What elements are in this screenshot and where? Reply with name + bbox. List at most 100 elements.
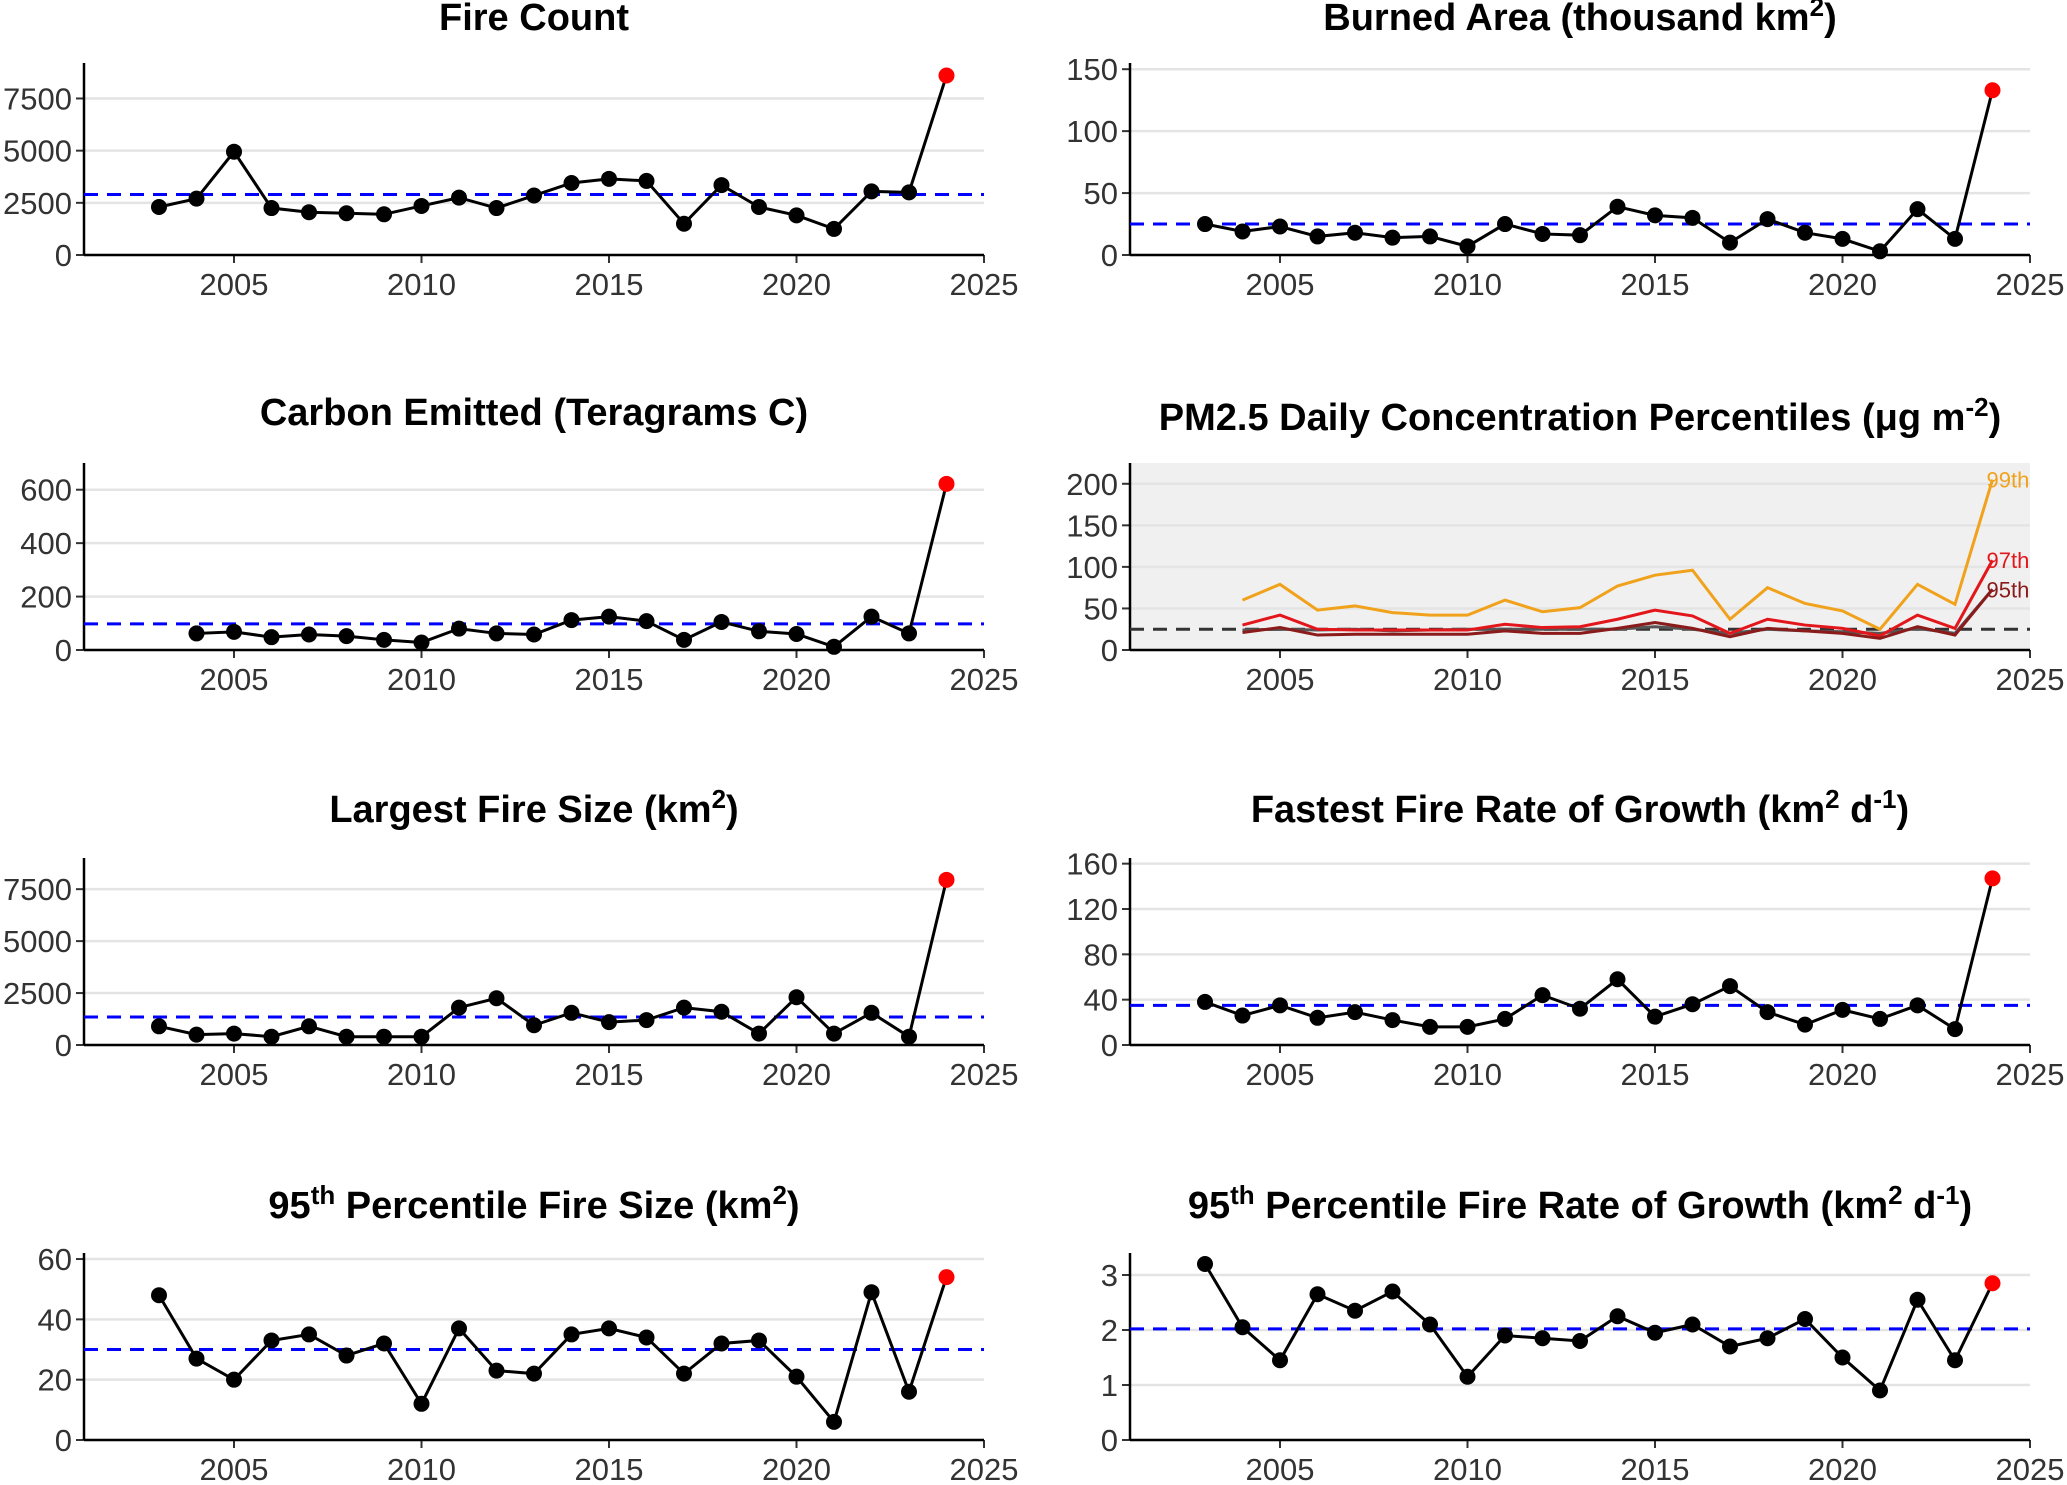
x-tick-label: 2010 xyxy=(1433,1057,1502,1092)
x-tick-label: 2005 xyxy=(200,662,269,697)
x-tick-label: 2020 xyxy=(762,267,831,302)
title-title: PM2.5 Daily Concentration Percentiles (μ… xyxy=(1159,397,1966,439)
data-point xyxy=(1534,987,1551,1004)
data-point xyxy=(263,200,280,217)
y-tick-label: 150 xyxy=(1066,52,1118,87)
data-point xyxy=(1272,997,1288,1014)
highlight-point xyxy=(1984,82,2001,99)
title-title: 95 xyxy=(268,1185,310,1227)
chart-panel-1: 0 2500 5000 7500 2005 2010 2015 2020 2025 Fire Co… xyxy=(3,0,1018,302)
x-tick-label: 2010 xyxy=(387,1057,456,1092)
data-point xyxy=(1759,1330,1776,1347)
title-title: 95 xyxy=(1188,1185,1230,1227)
title-title-after2: d xyxy=(1903,1185,1937,1227)
x-tick-label: 2020 xyxy=(1808,1452,1877,1485)
y-tick-label: 120 xyxy=(1066,892,1118,927)
series-line xyxy=(1204,89,1994,254)
data-point xyxy=(1197,216,1213,233)
data-point xyxy=(638,1329,655,1346)
title-title-after: Percentile Fire Size (km xyxy=(335,1185,772,1227)
data-point xyxy=(826,1413,842,1430)
data-point xyxy=(488,200,505,217)
data-point xyxy=(676,999,692,1016)
series-line-97th xyxy=(1242,559,1994,638)
y-tick-label: 2500 xyxy=(3,976,72,1011)
data-point xyxy=(751,1025,767,1042)
data-point xyxy=(1272,218,1288,235)
data-point xyxy=(151,1287,167,1304)
data-point xyxy=(1759,1004,1776,1021)
x-tick-label: 2010 xyxy=(387,267,456,302)
data-point xyxy=(751,1332,767,1349)
data-point xyxy=(601,170,617,187)
data-point xyxy=(863,183,880,200)
highlight-point xyxy=(1984,870,2001,887)
data-point xyxy=(488,990,505,1007)
highlight-point xyxy=(938,1269,955,1286)
data-point xyxy=(1684,1316,1701,1333)
data-point xyxy=(1834,230,1851,247)
data-point xyxy=(488,625,505,642)
y-tick-label: 0 xyxy=(1101,238,1118,273)
y-tick-label: 600 xyxy=(20,473,72,508)
y-tick-label: 40 xyxy=(38,1302,72,1337)
y-tick-label: 100 xyxy=(1066,550,1118,585)
data-point xyxy=(1872,1382,1888,1399)
y-tick-label: 160 xyxy=(1066,847,1118,882)
y-tick-label: 0 xyxy=(55,1028,72,1063)
title-title: Fire Count xyxy=(439,0,629,39)
data-point xyxy=(1872,1010,1888,1027)
data-point xyxy=(1384,229,1401,246)
data-point xyxy=(1797,1311,1813,1327)
data-point xyxy=(901,625,917,642)
y-tick-label: 0 xyxy=(55,238,72,273)
data-point xyxy=(863,608,880,625)
y-tick-label: 1 xyxy=(1101,1368,1118,1403)
x-tick-label: 2010 xyxy=(1433,662,1502,697)
chart-title: 95th Percentile Fire Size (km2) xyxy=(268,1180,799,1227)
title-title-sup: 2 xyxy=(712,784,726,814)
y-tick-label: 7500 xyxy=(3,81,72,116)
data-point xyxy=(188,1026,205,1043)
x-tick-label: 2005 xyxy=(1246,1057,1315,1092)
data-point xyxy=(1947,1352,1963,1369)
data-point xyxy=(1422,228,1438,245)
data-point xyxy=(1234,223,1251,240)
data-point xyxy=(713,613,730,630)
data-point xyxy=(1234,1007,1251,1024)
x-tick-label: 2015 xyxy=(1621,662,1690,697)
data-point xyxy=(638,172,655,189)
y-tick-label: 60 xyxy=(38,1242,72,1277)
x-tick-label: 2015 xyxy=(575,267,644,302)
y-tick-label: 0 xyxy=(55,1423,72,1458)
data-point xyxy=(1722,234,1738,251)
title-title-after: ) xyxy=(1989,397,2002,439)
data-point xyxy=(601,608,617,625)
title-title-sup2: 2 xyxy=(772,1180,786,1210)
x-tick-label: 2025 xyxy=(1996,1057,2065,1092)
y-tick-label: 20 xyxy=(38,1363,72,1398)
x-tick-label: 2020 xyxy=(762,662,831,697)
data-point xyxy=(188,190,205,207)
data-point xyxy=(1647,207,1663,224)
y-tick-label: 200 xyxy=(20,580,72,615)
series-line xyxy=(1203,1263,1994,1394)
title-title-sup: -2 xyxy=(1965,392,1988,422)
data-point xyxy=(901,184,917,201)
data-point xyxy=(1534,225,1551,242)
data-point xyxy=(526,1017,542,1034)
data-point xyxy=(751,623,767,640)
chart-panel-3: 0 200 400 600 2005 2010 2015 2020 2025 Carbon Emi… xyxy=(20,392,1018,697)
y-tick-label: 5000 xyxy=(3,924,72,959)
x-tick-label: 2005 xyxy=(200,1452,269,1485)
highlight-point xyxy=(1984,1275,2001,1292)
x-tick-label: 2025 xyxy=(950,267,1019,302)
data-point xyxy=(1947,1021,1963,1038)
data-point xyxy=(713,1335,730,1352)
x-tick-label: 2025 xyxy=(1996,662,2065,697)
title-title-after2: ) xyxy=(1897,789,1910,831)
data-point xyxy=(1609,971,1626,988)
data-point xyxy=(1347,224,1363,241)
data-point xyxy=(826,1025,842,1042)
data-point xyxy=(563,175,580,191)
